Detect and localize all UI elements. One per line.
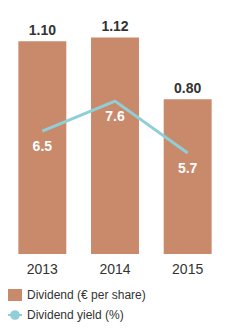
svg-text:0.80: 0.80 [174,80,201,96]
svg-text:6.5: 6.5 [33,138,53,154]
svg-text:2014: 2014 [99,261,130,277]
svg-text:Dividend (€ per share): Dividend (€ per share) [27,288,146,302]
svg-text:7.6: 7.6 [105,108,125,124]
svg-text:2015: 2015 [172,261,203,277]
svg-text:1.12: 1.12 [101,18,128,34]
svg-text:2013: 2013 [27,261,58,277]
svg-text:5.7: 5.7 [178,160,198,176]
svg-text:1.10: 1.10 [29,22,56,38]
svg-text:Dividend yield (%): Dividend yield (%) [27,308,124,322]
